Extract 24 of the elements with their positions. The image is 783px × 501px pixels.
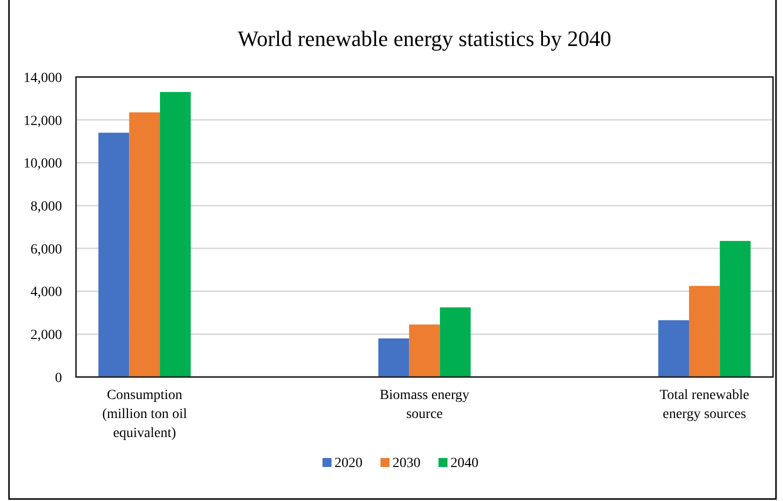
y-tick-label: 8,000 bbox=[30, 199, 62, 214]
bar bbox=[409, 324, 440, 377]
bar bbox=[440, 307, 471, 377]
x-tick-label: Consumption (million ton oil equivalent) bbox=[102, 388, 188, 441]
bar bbox=[129, 112, 160, 377]
legend-label: 2020 bbox=[334, 456, 362, 471]
y-tick-label: 12,000 bbox=[24, 114, 62, 129]
y-tick-label: 14,000 bbox=[24, 70, 62, 86]
y-tick-label: 2,000 bbox=[30, 328, 62, 344]
chart-title: World renewable energy statistics by 2040 bbox=[238, 26, 612, 51]
bar bbox=[160, 92, 191, 377]
legend-label: 2030 bbox=[392, 456, 420, 471]
y-tick-label: 0 bbox=[55, 370, 62, 386]
y-tick-label: 10,000 bbox=[24, 156, 62, 172]
y-tick-label: 6,000 bbox=[30, 242, 62, 258]
y-tick-label: 4,000 bbox=[30, 285, 62, 300]
bar bbox=[378, 338, 410, 377]
bar bbox=[658, 320, 690, 377]
bar bbox=[720, 240, 751, 377]
x-tick-label: Biomass energy source bbox=[380, 388, 470, 422]
legend-label: 2040 bbox=[450, 456, 478, 471]
bar bbox=[689, 286, 720, 377]
bar bbox=[98, 132, 130, 377]
x-tick-label: Total renewable energy sources bbox=[660, 388, 750, 422]
